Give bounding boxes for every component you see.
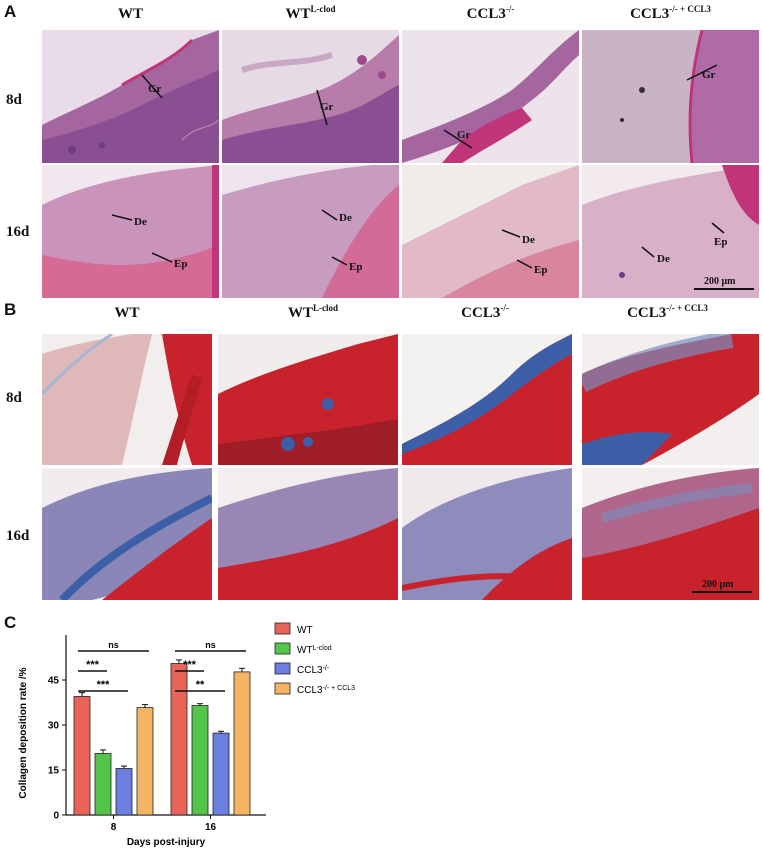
panel-b-masson-ccl3rescue-16d: 200 μm: [582, 468, 759, 600]
panel-a-col-ccl3-ko: CCL3-/-: [466, 4, 515, 22]
legend-label: CCL3-/-: [297, 665, 330, 677]
panel-b-masson-wt-16d: [42, 468, 212, 600]
scale-bar-label: 200 μm: [702, 579, 734, 590]
legend-label: WTL-clod: [297, 645, 332, 657]
y-tick-label: 0: [53, 811, 59, 822]
panel-b-masson-ccl3rescue-8d: [582, 334, 759, 465]
legend-swatch: [274, 642, 291, 655]
panel-b-col-ccl3-ko: CCL3-/-: [461, 303, 509, 321]
bar: [212, 732, 230, 816]
gr-label: Gr: [457, 129, 471, 141]
panel-a-he-wt-8d: Gr: [42, 30, 219, 163]
panel-a-col-wt-lclod: WTL-clod: [285, 4, 336, 22]
collagen-bar-chart: 0 15 30 45 Collagen deposition rate /% Days p…: [18, 622, 355, 848]
y-tick-label: 45: [48, 676, 60, 687]
panel-a-he-wtlclod-8d: Gr: [222, 30, 399, 163]
panel-a-he-ccl3ko-16d: De Ep: [402, 165, 579, 298]
x-tick-label: 8: [111, 822, 117, 833]
panel-b-letter: B: [4, 300, 17, 319]
significance-label: ns: [108, 640, 119, 650]
bar: [73, 696, 91, 816]
panel-a-he-ccl3rescue-16d: Ep De 200 μm: [582, 165, 759, 298]
panel-b-masson-wtlclod-16d: [218, 468, 398, 600]
y-axis-label: Collagen deposition rate /%: [18, 667, 29, 798]
panel-b-masson-wt-8d: [42, 334, 212, 465]
ep-label: Ep: [534, 264, 547, 276]
bar: [94, 753, 112, 816]
significance-label: ns: [205, 640, 216, 650]
significance-label: ***: [86, 659, 100, 671]
de-label: De: [657, 253, 670, 265]
legend-label: CCL3-/- + CCL3: [297, 685, 355, 697]
gr-label: Gr: [320, 101, 334, 113]
gr-label: Gr: [148, 83, 162, 95]
significance-label: ***: [183, 659, 197, 671]
panel-a-he-wt-16d: De Ep: [42, 165, 219, 298]
gr-label: Gr: [702, 69, 716, 81]
panel-b-col-wt-lclod: WTL-clod: [287, 303, 339, 321]
legend-swatch: [274, 682, 291, 695]
bar: [136, 707, 154, 816]
panel-b-masson-wtlclod-8d: [218, 334, 398, 465]
significance-label: **: [196, 679, 205, 691]
panel-b-row-8d: 8d: [6, 390, 22, 406]
panel-b-col-wt: WT: [114, 305, 140, 321]
panel-b-masson-ccl3ko-8d: [402, 334, 572, 465]
y-tick-label: 30: [48, 721, 60, 732]
panel-a-col-wt: WT: [117, 6, 143, 22]
de-label: De: [134, 216, 147, 228]
de-label: De: [522, 234, 535, 246]
de-label: De: [339, 212, 352, 224]
legend-label: WT: [297, 625, 313, 636]
ep-label: Ep: [174, 258, 187, 270]
panel-a-row-16d: 16d: [6, 224, 30, 240]
legend-swatch: [274, 622, 291, 635]
x-axis-label: Days post-injury: [127, 837, 206, 848]
panel-b-masson-ccl3ko-16d: [402, 468, 572, 600]
panel-a-row-8d: 8d: [6, 92, 22, 108]
panel-a-letter: A: [4, 2, 17, 21]
scale-bar-label: 200 μm: [704, 276, 736, 287]
bar: [115, 768, 133, 816]
bar: [233, 671, 251, 816]
panel-a-he-ccl3ko-8d: Gr: [402, 30, 579, 163]
panel-c-letter: C: [4, 613, 17, 632]
panel-b-col-ccl3-rescue: CCL3-/- + CCL3: [627, 303, 708, 321]
panel-a-col-ccl3-rescue: CCL3-/- + CCL3: [630, 4, 711, 22]
legend-swatch: [274, 662, 291, 675]
ep-label: Ep: [714, 236, 727, 248]
ep-label: Ep: [349, 261, 362, 273]
panel-b-row-16d: 16d: [6, 528, 30, 544]
panel-a-he-ccl3rescue-8d: Gr: [582, 30, 759, 163]
panel-a-he-wtlclod-16d: De Ep: [222, 165, 399, 298]
x-tick-label: 16: [205, 822, 217, 833]
bar: [191, 705, 209, 816]
significance-label: ***: [97, 679, 111, 691]
bar: [170, 663, 188, 816]
y-tick-label: 15: [48, 766, 60, 777]
